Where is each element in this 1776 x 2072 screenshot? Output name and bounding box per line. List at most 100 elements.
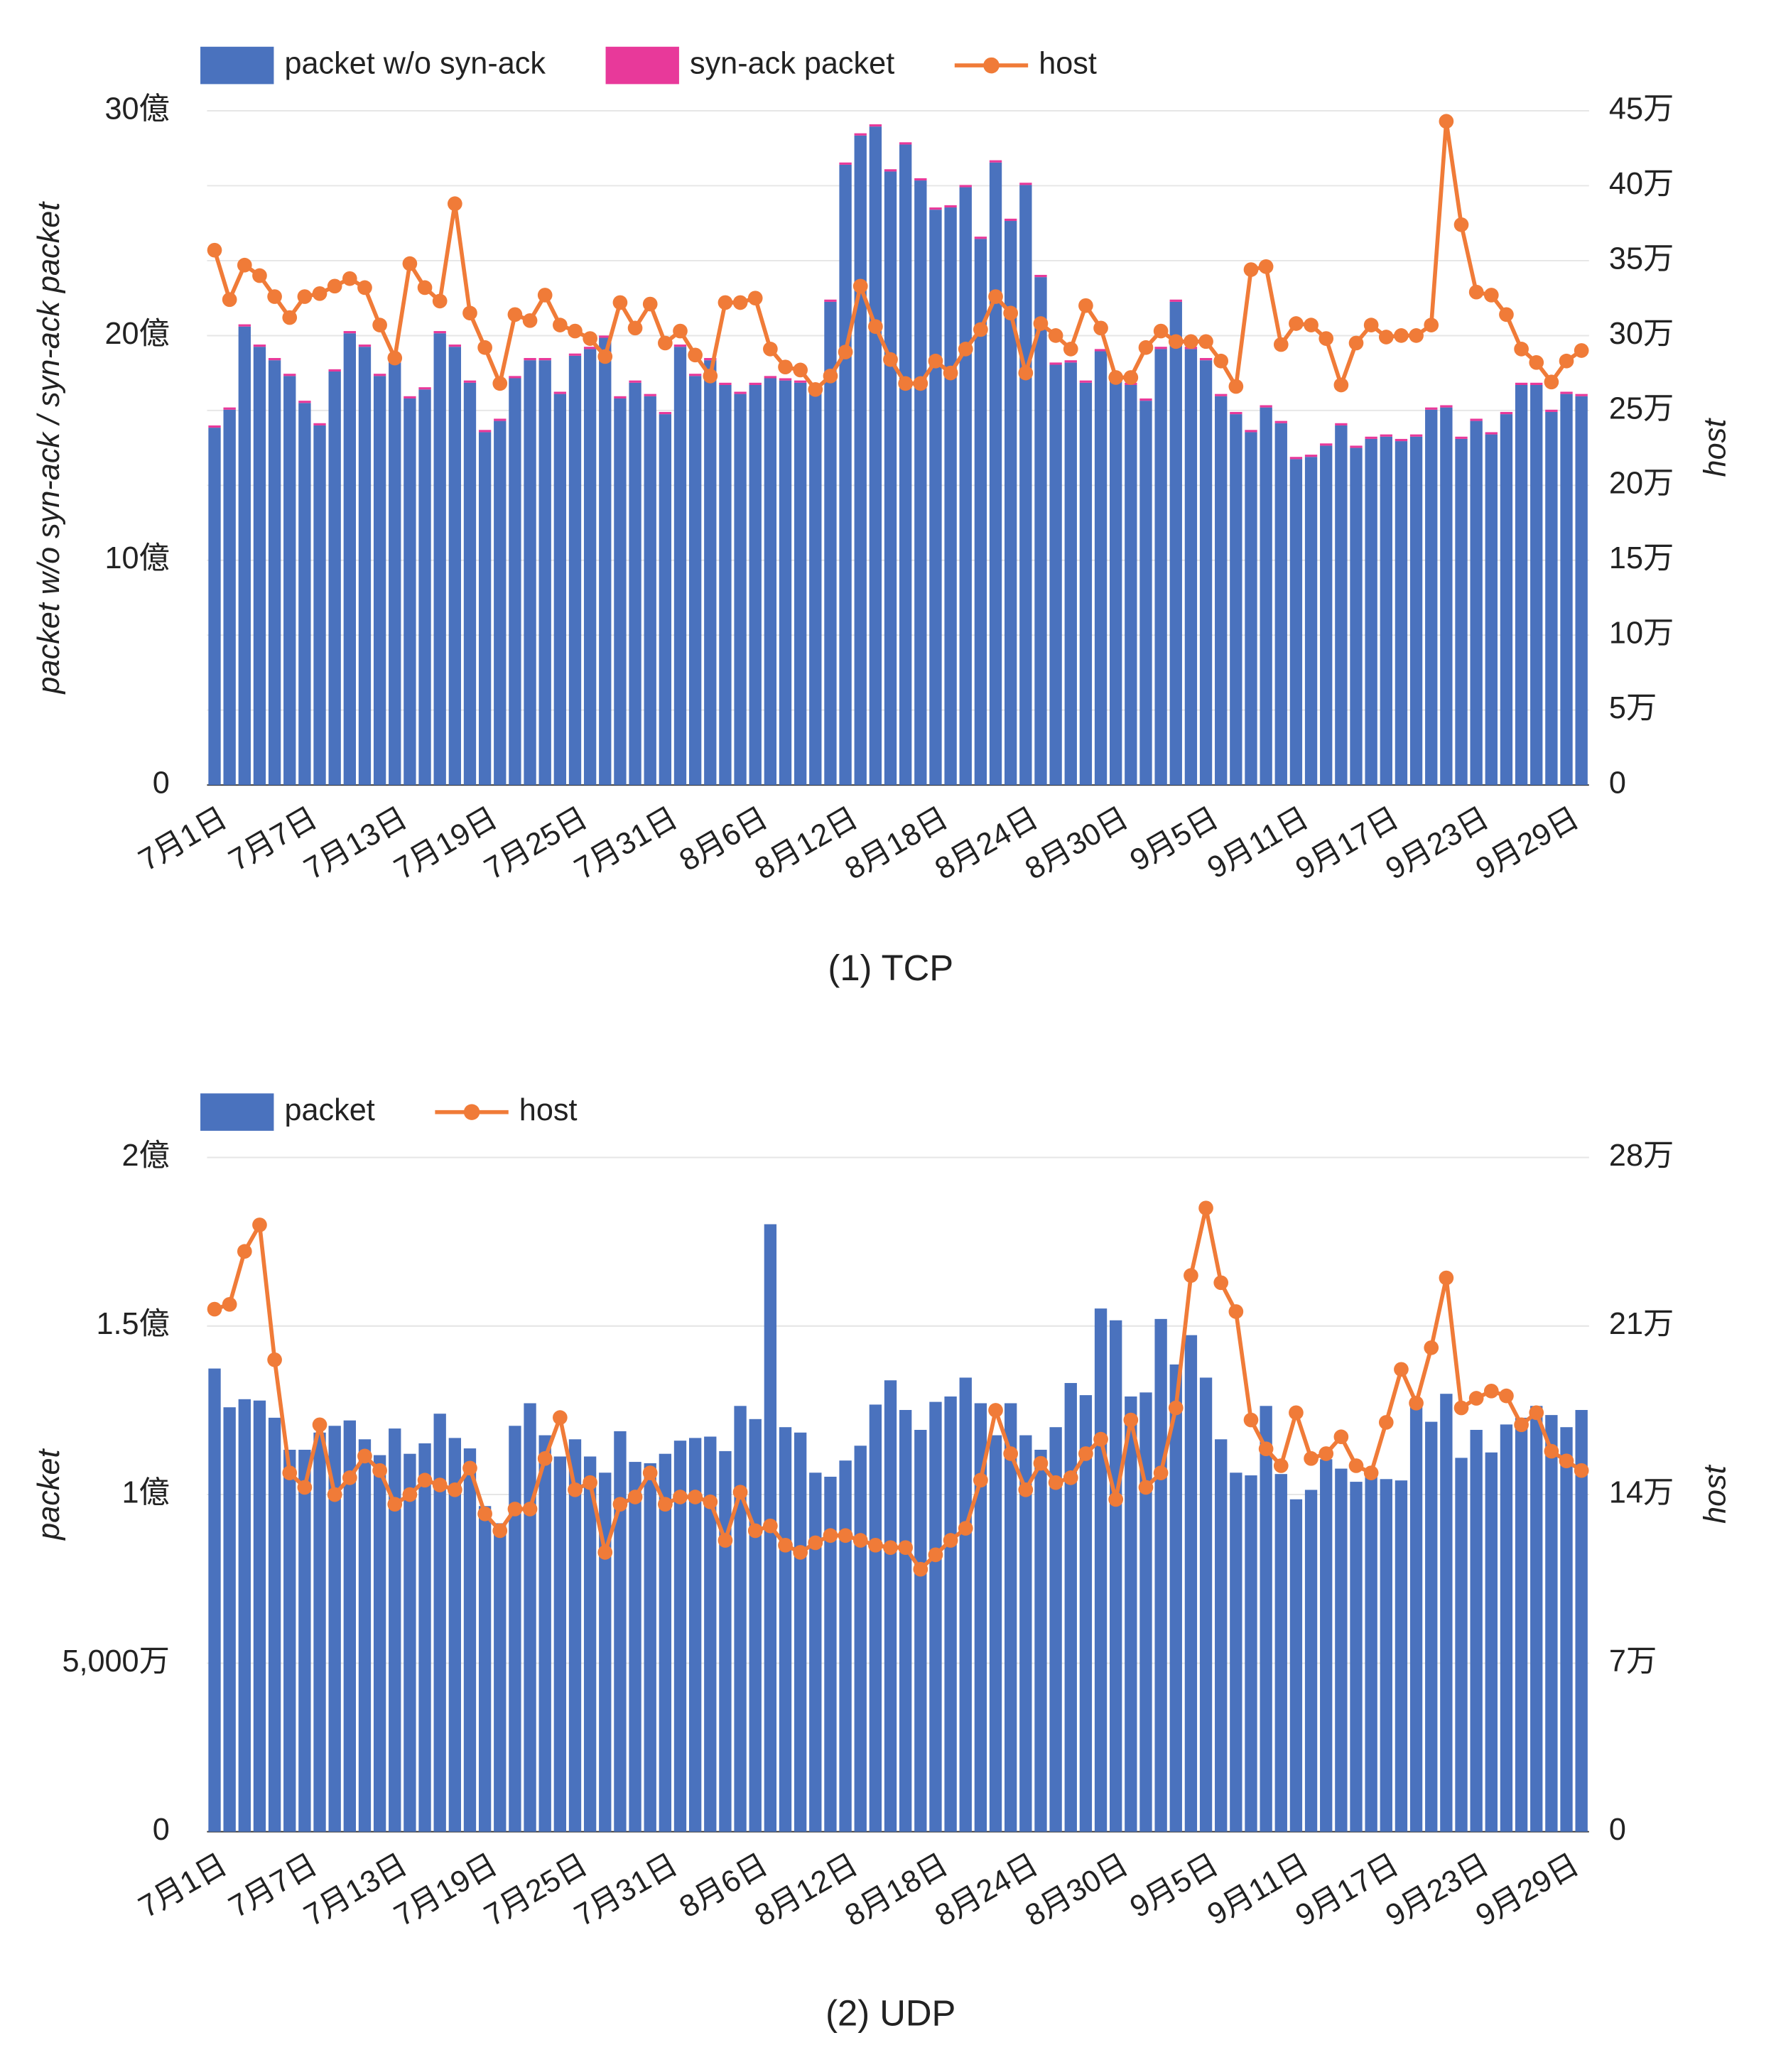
line-point <box>1123 1412 1139 1428</box>
line-point <box>1378 1415 1394 1430</box>
bar <box>1094 1308 1108 1832</box>
bar <box>1169 299 1182 302</box>
bar <box>839 1460 852 1832</box>
bar <box>1169 301 1182 786</box>
line-point <box>417 1472 433 1488</box>
bar <box>358 1439 372 1832</box>
line-point <box>447 1482 462 1497</box>
legend-swatch <box>605 46 679 85</box>
bar <box>839 164 852 786</box>
bar <box>704 1436 717 1832</box>
line-point <box>1574 1463 1589 1478</box>
bar <box>509 376 521 379</box>
x-tick-label: 7月13日 <box>298 801 413 886</box>
bar <box>268 1417 281 1832</box>
line-point <box>1033 1455 1049 1471</box>
x-tick-label: 9月29日 <box>1470 1848 1584 1933</box>
bar <box>688 374 702 376</box>
bar <box>704 360 717 786</box>
bar <box>494 421 507 786</box>
bar <box>899 1409 912 1832</box>
bar <box>268 360 281 786</box>
bar <box>1530 384 1543 786</box>
x-tick-label: 9月23日 <box>1380 1848 1495 1933</box>
line-point <box>778 1537 793 1553</box>
bar <box>1289 457 1303 460</box>
line-point <box>1544 374 1559 390</box>
bar <box>1169 1364 1182 1832</box>
bar <box>929 210 942 786</box>
bar <box>1034 277 1047 786</box>
line-point <box>1063 342 1078 357</box>
bar <box>463 1448 477 1832</box>
x-tick-label: 7月31日 <box>569 801 683 886</box>
line-point <box>252 268 267 283</box>
line-point <box>673 323 688 339</box>
bar <box>1079 382 1093 786</box>
y2-tick-label: 40万 <box>1609 167 1674 201</box>
bar <box>1019 185 1032 786</box>
line-point <box>1394 328 1409 343</box>
bar <box>433 1414 446 1832</box>
y2-axis-title: host <box>1699 418 1733 477</box>
x-tick-label: 8月12日 <box>749 801 864 886</box>
bar <box>1304 457 1318 786</box>
bar <box>1274 423 1287 786</box>
line-point <box>1123 370 1139 385</box>
bar <box>583 1456 597 1832</box>
bar <box>1184 349 1198 786</box>
bar <box>343 1420 356 1832</box>
line-point <box>492 1523 508 1539</box>
line-point <box>943 1533 958 1548</box>
bar <box>208 1368 221 1832</box>
bar <box>1440 405 1453 408</box>
legend-item: packet <box>200 1093 375 1131</box>
bar <box>1245 1475 1257 1832</box>
bar <box>494 1523 507 1832</box>
bar <box>944 207 957 786</box>
bar <box>328 1426 341 1832</box>
line-point <box>237 1244 252 1259</box>
bar <box>989 160 1002 163</box>
bar <box>1154 1318 1167 1832</box>
bar <box>884 171 897 786</box>
bar <box>389 1428 401 1832</box>
bar <box>223 409 236 786</box>
line-point <box>492 376 508 391</box>
line-point <box>1499 307 1514 322</box>
bar <box>298 403 311 786</box>
bar <box>389 362 401 786</box>
bar <box>1470 418 1483 421</box>
bar <box>373 376 386 786</box>
bar <box>1320 1459 1333 1832</box>
x-tick-label: 9月17日 <box>1290 1848 1404 1933</box>
bar <box>583 347 597 349</box>
bar <box>1019 1435 1032 1832</box>
bar <box>989 162 1002 786</box>
bar <box>704 358 717 361</box>
line-point <box>462 1460 477 1476</box>
bar <box>283 374 296 376</box>
line-point <box>357 280 372 295</box>
line-point <box>583 331 597 346</box>
line-point <box>342 1470 357 1485</box>
line-point <box>1138 1480 1154 1495</box>
bar <box>824 299 837 302</box>
bar <box>1125 384 1137 786</box>
x-tick-label: 8月18日 <box>839 801 953 886</box>
legend-label: packet <box>284 1093 374 1127</box>
x-tick-label: 7月1日 <box>133 1848 232 1925</box>
x-tick-label: 9月11日 <box>1202 801 1315 885</box>
bar <box>1064 360 1077 363</box>
bar <box>418 1443 431 1832</box>
y-tick-label: 30億 <box>105 92 170 126</box>
line-point <box>642 296 658 312</box>
bar <box>509 378 521 786</box>
bar <box>974 237 987 239</box>
bar <box>659 1453 672 1832</box>
bar <box>1139 401 1152 786</box>
x-tick-label: 8月18日 <box>839 1848 953 1933</box>
bar <box>358 345 372 347</box>
y2-tick-label: 0 <box>1609 1813 1626 1847</box>
bar <box>1304 455 1318 457</box>
